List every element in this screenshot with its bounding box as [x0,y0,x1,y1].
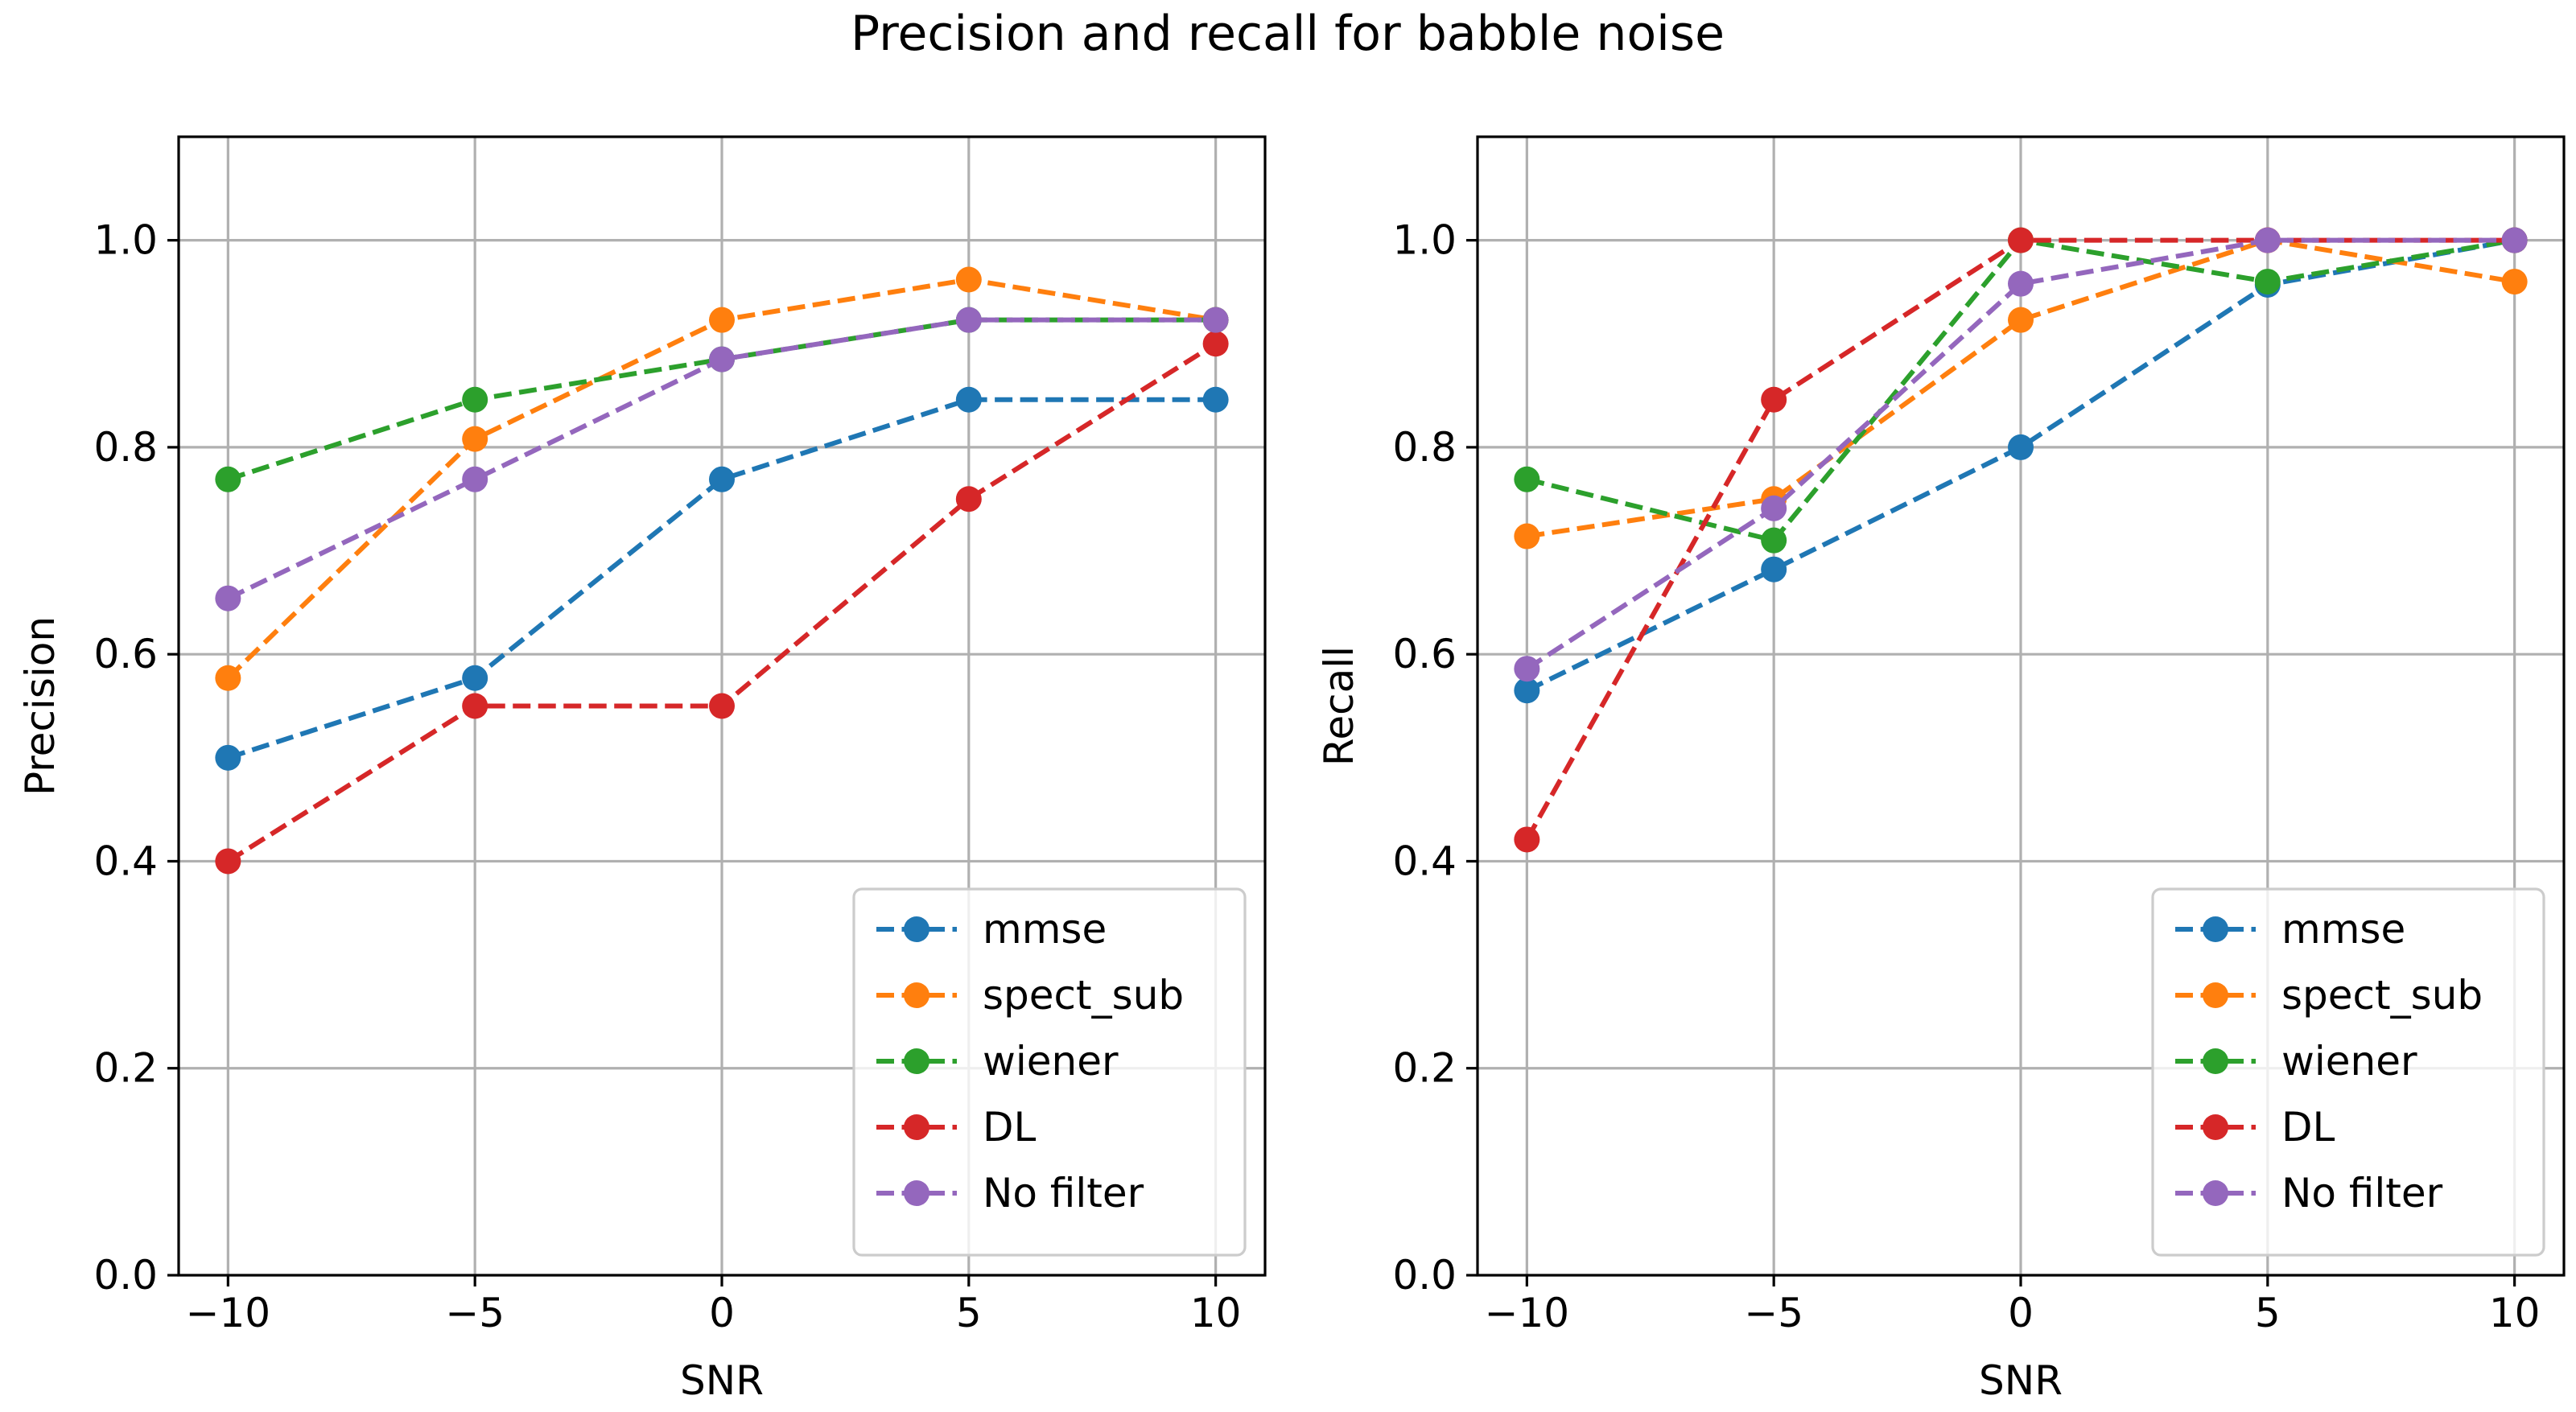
recall-point-dl [2008,227,2034,253]
recall-point-wiener [1514,466,1540,492]
recall-x-tick-label: −5 [1744,1290,1803,1336]
recall-series-line-spect-sub [1526,237,2516,539]
precision-point-no-filter [1202,307,1229,333]
precision-y-tick-label: 0.2 [93,1045,158,1092]
recall-y-tick-label: 0.2 [1392,1045,1457,1092]
recall-legend-marker-dl [2203,1114,2228,1140]
recall-y-tick-label: 0.8 [1392,424,1457,471]
figure-title: Precision and recall for babble noise [851,6,1725,62]
precision-panel: −10 −5 0 5 10 0.0 0.2 0.4 0.6 0.8 1.0 SNR Precision m… [17,135,1267,1404]
precision-point-dl [709,693,735,719]
precision-legend-marker-dl [904,1114,929,1140]
precision-point-wiener [215,466,241,492]
precision-legend-label-wiener: wiener [983,1038,1119,1085]
precision-point-no-filter [462,466,488,492]
precision-y-tick-label: 1.0 [93,217,158,264]
precision-legend-marker-wiener [904,1048,929,1074]
recall-legend-label-wiener: wiener [2281,1038,2417,1085]
recall-x-tick-label: 0 [2008,1290,2034,1336]
precision-point-no-filter [709,346,735,373]
precision-point-no-filter [955,307,982,333]
recall-legend-marker-no-filter [2203,1180,2228,1206]
recall-point-no-filter [2501,227,2528,253]
precision-point-spect-sub [955,266,982,293]
recall-x-tick-label: 5 [2255,1290,2281,1336]
precision-x-tick-label: −10 [186,1290,271,1336]
recall-x-tick-label: −10 [1485,1290,1570,1336]
precision-point-mmse [709,466,735,492]
precision-y-tick-label: 0.8 [93,424,158,471]
recall-legend-marker-spect-sub [2203,982,2228,1008]
precision-x-axis-label: SNR [680,1357,764,1404]
precision-point-no-filter [215,585,241,611]
recall-y-tick-label: 0.0 [1392,1252,1457,1299]
precision-legend-box [852,887,1247,1257]
recall-legend-box [2151,887,2545,1257]
precision-point-mmse [1202,386,1229,413]
precision-point-dl [462,693,488,719]
precision-series-line-mmse [227,397,1216,760]
recall-legend-label-dl: DL [2281,1104,2335,1151]
recall-point-spect-sub [1514,523,1540,550]
recall-point-mmse [1761,556,1787,583]
recall-point-wiener [1761,527,1787,554]
recall-y-tick-label: 1.0 [1392,217,1457,264]
recall-panel: −10 −5 0 5 10 0.0 0.2 0.4 0.6 0.8 1.0 SNR Recall mmse… [1316,135,2566,1404]
recall-point-spect-sub [2008,307,2034,333]
recall-y-tick-label: 0.4 [1392,838,1457,884]
precision-y-tick-label: 0.4 [93,838,158,884]
precision-x-tick-label: 5 [956,1290,982,1336]
recall-point-spect-sub [2501,269,2528,295]
precision-point-dl [215,848,241,875]
precision-y-axis-label: Precision [17,616,64,796]
recall-point-no-filter [1761,495,1787,521]
recall-y-axis-label: Recall [1316,646,1362,766]
recall-point-no-filter [1514,656,1540,682]
precision-legend-marker-no-filter [904,1180,929,1206]
precision-point-spect-sub [215,665,241,691]
recall-point-dl [1514,826,1540,853]
recall-legend-label-no-filter: No filter [2281,1170,2443,1216]
precision-x-tick-label: 0 [709,1290,735,1336]
precision-point-dl [1202,331,1229,357]
precision-legend-label-spect-sub: spect_sub [983,972,1184,1019]
precision-point-mmse [215,744,241,771]
recall-point-no-filter [2008,270,2034,297]
precision-legend-label-mmse: mmse [983,906,1107,953]
precision-y-tick-label: 0.6 [93,631,158,677]
precision-legend-label-dl: DL [983,1104,1037,1151]
recall-point-dl [1761,386,1787,413]
precision-legend-label-no-filter: No filter [983,1170,1144,1216]
recall-legend-label-spect-sub: spect_sub [2281,972,2483,1019]
recall-point-wiener [2254,269,2281,295]
recall-x-axis-label: SNR [1979,1357,2063,1404]
precision-point-spect-sub [462,426,488,452]
precision-x-tick-label: 10 [1190,1290,1242,1336]
recall-point-mmse [2008,434,2034,460]
precision-y-tick-label: 0.0 [93,1252,158,1299]
recall-y-tick-label: 0.6 [1392,631,1457,677]
recall-x-tick-label: 10 [2489,1290,2541,1336]
precision-x-tick-label: −5 [445,1290,505,1336]
precision-legend-marker-spect-sub [904,982,929,1008]
precision-point-mmse [955,386,982,413]
precision-point-dl [955,486,982,513]
recall-legend-marker-mmse [2203,916,2228,942]
precision-point-mmse [462,665,488,691]
recall-point-mmse [1514,677,1540,704]
precision-legend-marker-mmse [904,916,929,942]
recall-legend-label-mmse: mmse [2281,906,2405,953]
recall-point-no-filter [2254,227,2281,253]
precision-point-spect-sub [709,307,735,333]
precision-point-wiener [462,386,488,413]
recall-legend-marker-wiener [2203,1048,2228,1074]
